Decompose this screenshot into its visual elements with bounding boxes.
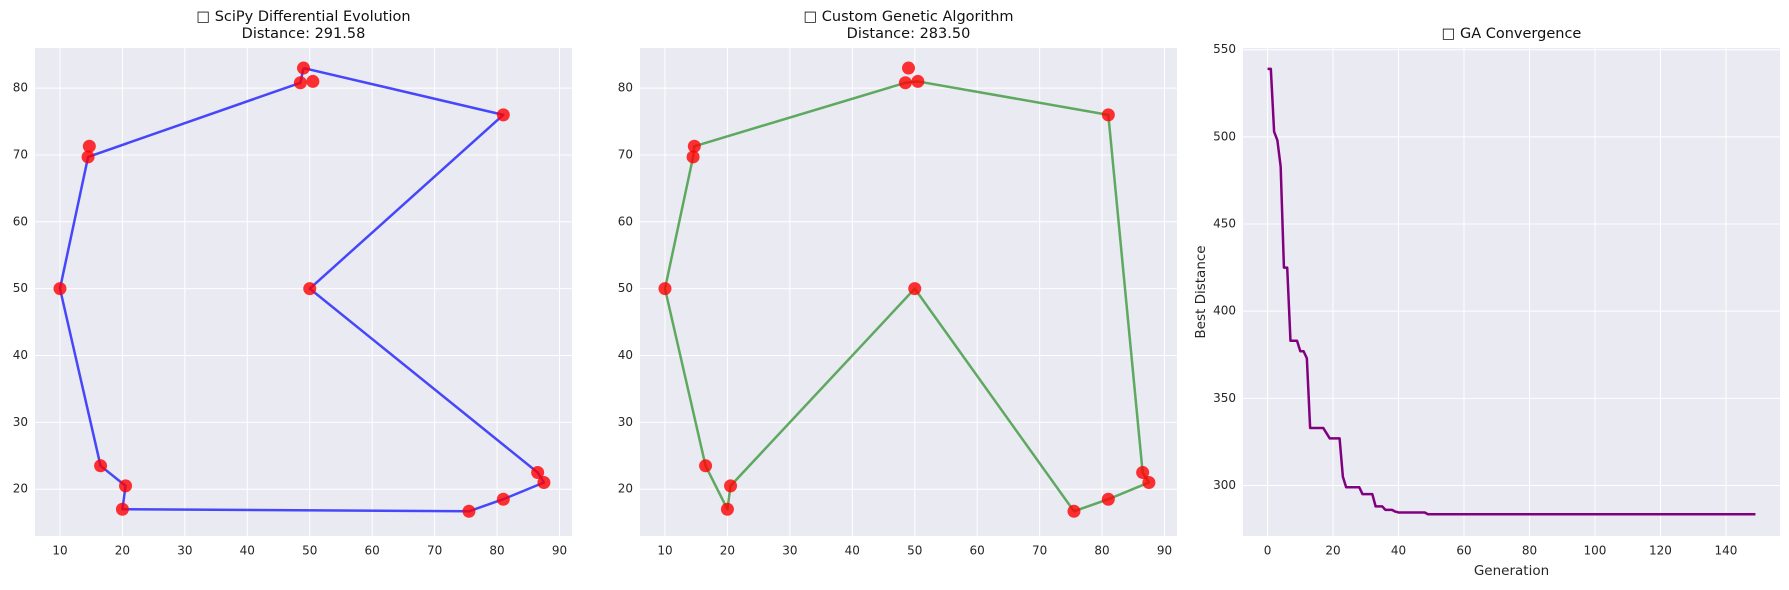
x-tick-label: 30 [177, 544, 192, 558]
x-tick-label: 60 [365, 544, 380, 558]
y-tick-label: 70 [618, 147, 633, 161]
city-point [699, 459, 713, 473]
x-tick-label: 20 [720, 544, 735, 558]
city-point [686, 150, 700, 164]
x-tick-label: 10 [52, 544, 67, 558]
x-tick-label: 60 [970, 544, 985, 558]
y-tick-label: 30 [618, 415, 633, 429]
x-tick-label: 120 [1649, 544, 1672, 558]
x-tick-label: 0 [1264, 544, 1272, 558]
chart-title: □ SciPy Differential Evolution [196, 9, 410, 25]
city-point [908, 282, 922, 296]
city-point [1101, 492, 1115, 506]
city-point [1067, 504, 1081, 518]
city-point [1136, 465, 1150, 479]
x-axis-label: Generation [1474, 563, 1549, 579]
x-tick-label: 100 [1584, 544, 1607, 558]
city-point [531, 465, 545, 479]
chart-title: □ GA Convergence [1442, 26, 1582, 42]
city-point [119, 479, 133, 493]
y-tick-label: 20 [618, 482, 633, 496]
city-point [297, 61, 310, 75]
x-tick-label: 90 [552, 544, 567, 558]
plot-area [1243, 48, 1780, 536]
city-point [898, 76, 912, 90]
city-point [724, 479, 738, 493]
city-point [1101, 108, 1115, 122]
x-tick-label: 80 [1522, 544, 1537, 558]
y-tick-label: 30 [13, 415, 28, 429]
y-tick-label: 60 [13, 214, 28, 228]
x-tick-label: 40 [845, 544, 860, 558]
city-point [81, 150, 95, 164]
x-tick-label: 50 [302, 544, 317, 558]
x-tick-label: 30 [782, 544, 797, 558]
y-tick-label: 400 [1213, 304, 1236, 318]
city-point [53, 282, 67, 296]
x-tick-label: 80 [489, 544, 504, 558]
y-tick-label: 300 [1213, 478, 1236, 492]
plot-area [35, 48, 572, 536]
city-point [82, 139, 96, 153]
chart-subtitle: Distance: 283.50 [847, 26, 971, 42]
y-tick-label: 70 [13, 147, 28, 161]
city-point [462, 504, 476, 518]
x-tick-label: 10 [657, 544, 672, 558]
x-tick-label: 60 [1456, 544, 1471, 558]
city-point [537, 476, 551, 490]
convergence-line [1267, 67, 1756, 516]
x-tick-label: 90 [1157, 544, 1172, 558]
plot-area [640, 48, 1177, 536]
y-tick-label: 80 [13, 81, 28, 95]
city-point [902, 61, 915, 75]
y-tick-label: 350 [1213, 391, 1236, 405]
x-tick-label: 50 [907, 544, 922, 558]
x-tick-label: 40 [1391, 544, 1406, 558]
chart-subtitle: Distance: 291.58 [242, 26, 366, 42]
chart-title: □ Custom Genetic Algorithm [803, 9, 1013, 25]
y-tick-label: 60 [618, 214, 633, 228]
y-tick-label: 40 [13, 348, 28, 362]
city-point [303, 282, 317, 296]
city-point [94, 459, 108, 473]
x-tick-label: 70 [427, 544, 442, 558]
x-tick-label: 20 [1325, 544, 1340, 558]
city-point [496, 108, 510, 122]
y-axis-label: Best Distance [1193, 245, 1209, 338]
x-tick-label: 80 [1094, 544, 1109, 558]
y-tick-label: 500 [1213, 129, 1236, 143]
y-tick-label: 80 [618, 81, 633, 95]
city-point [1142, 476, 1156, 490]
y-tick-label: 40 [618, 348, 633, 362]
city-point [306, 74, 320, 88]
city-point [687, 139, 701, 153]
x-tick-label: 140 [1715, 544, 1738, 558]
city-point [658, 282, 672, 296]
y-tick-label: 550 [1213, 42, 1236, 56]
x-tick-label: 40 [240, 544, 255, 558]
city-point [293, 76, 307, 90]
y-tick-label: 50 [13, 281, 28, 295]
city-point [720, 502, 734, 516]
x-tick-label: 20 [115, 544, 130, 558]
city-point [911, 74, 925, 88]
x-tick-label: 70 [1032, 544, 1047, 558]
y-tick-label: 50 [618, 281, 633, 295]
y-tick-label: 450 [1213, 217, 1236, 231]
y-tick-label: 20 [13, 482, 28, 496]
city-point [496, 492, 510, 506]
route-line [58, 66, 546, 513]
city-point [115, 502, 129, 516]
